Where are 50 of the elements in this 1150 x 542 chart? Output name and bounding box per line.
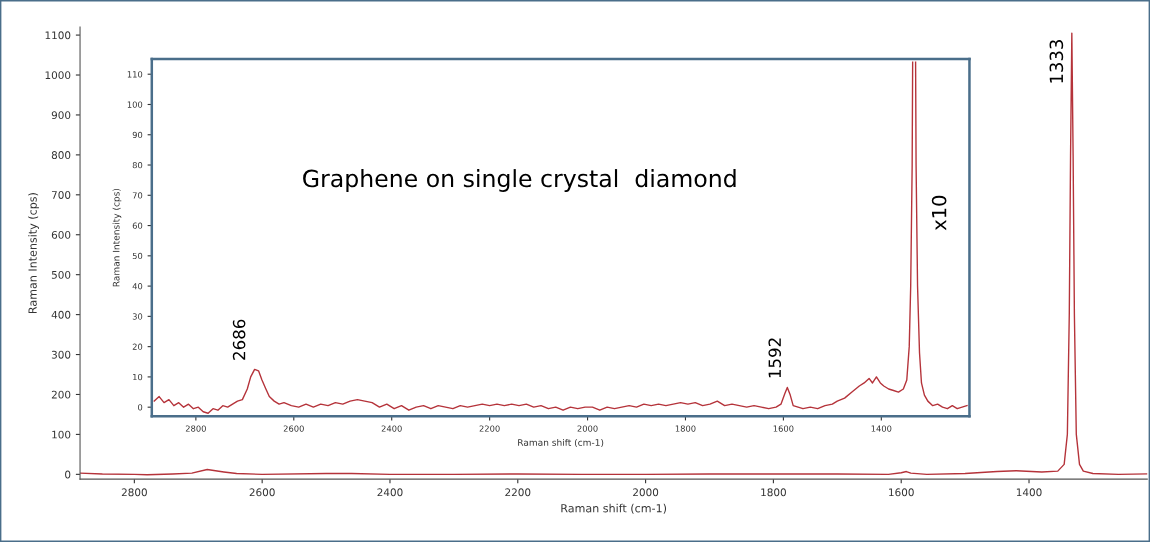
- x-axis-title: Raman shift (cm-1): [518, 438, 604, 447]
- x-tick-label: 2600: [283, 425, 304, 432]
- annotation: x10: [931, 195, 947, 231]
- x-tick-label: 1600: [889, 488, 914, 497]
- annotation: Graphene on single crystal diamond: [303, 169, 736, 192]
- x-axis-title: Raman shift (cm-1): [561, 503, 667, 514]
- y-tick-label: 700: [51, 191, 71, 199]
- y-tick-label: 50: [132, 252, 143, 260]
- line-series: [80, 32, 1148, 476]
- y-tick-label: 100: [127, 101, 143, 108]
- x-tick-label: 2000: [577, 425, 598, 432]
- y-tick-label: 70: [132, 192, 143, 199]
- x-tick-label: 2800: [121, 488, 147, 497]
- x-tick-label: 2000: [633, 488, 659, 497]
- y-tick-label: 1100: [45, 31, 71, 40]
- annotation: 2686: [232, 319, 246, 360]
- x-tick-label: 2400: [377, 488, 403, 497]
- y-tick-label: 110: [127, 71, 143, 78]
- y-tick-label: 0: [65, 470, 71, 479]
- x-tick-label: 1600: [773, 425, 794, 432]
- y-tick-label: 200: [51, 390, 71, 399]
- y-tick-label: 800: [51, 151, 71, 159]
- y-tick-label: 500: [51, 270, 71, 279]
- annotation: 1333: [1049, 40, 1064, 83]
- x-tick-label: 1800: [675, 425, 696, 432]
- annotation: 1592: [768, 338, 782, 378]
- x-tick-label: 1400: [871, 425, 892, 432]
- y-tick-label: 90: [132, 131, 143, 139]
- y-tick-label: 40: [132, 283, 143, 290]
- x-tick-label: 2200: [479, 425, 500, 432]
- y-tick-label: 30: [132, 313, 143, 320]
- y-tick-label: 400: [51, 310, 71, 319]
- x-tick-label: 2600: [249, 488, 275, 497]
- x-tick-label: 2400: [381, 425, 402, 432]
- x-tick-label: 1400: [1016, 488, 1042, 497]
- y-tick-label: 0: [138, 404, 143, 411]
- y-tick-label: 100: [52, 430, 71, 439]
- y-tick-label: 80: [132, 162, 143, 169]
- y-tick-label: 600: [51, 230, 71, 239]
- y-tick-label: 900: [51, 111, 71, 120]
- y-tick-label: 20: [132, 343, 143, 350]
- x-tick-label: 2800: [185, 425, 206, 432]
- y-tick-label: 300: [51, 350, 71, 359]
- y-tick-label: 60: [132, 222, 143, 229]
- y-tick-label: 10: [133, 373, 143, 381]
- y-axis-title: Raman Intensity (cps): [112, 188, 122, 287]
- y-axis-title: Raman Intensity (cps): [28, 193, 39, 314]
- y-tick-label: 1000: [45, 71, 71, 80]
- x-tick-label: 2200: [505, 488, 531, 497]
- x-tick-label: 1800: [761, 488, 786, 497]
